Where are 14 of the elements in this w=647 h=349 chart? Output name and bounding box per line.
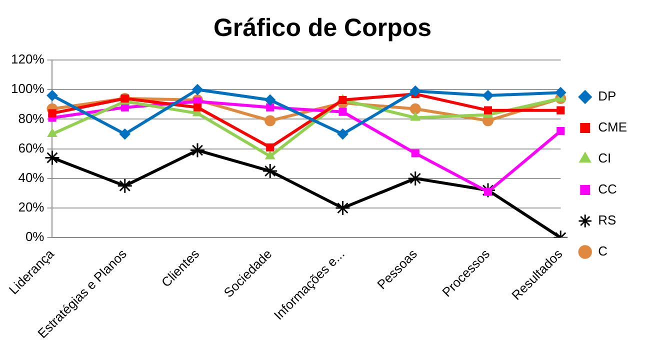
y-tick-label: 100% [11,81,45,96]
legend-label: C [598,244,608,259]
legend-label: RS [598,212,616,228]
chart-title: Gráfico de Corpos [213,14,432,42]
y-tick-label: 80% [18,110,45,126]
y-tick-label: 40% [18,170,45,186]
legend-label: CC [598,182,617,197]
y-tick-label: 60% [18,140,45,156]
legend-label: CI [598,150,612,166]
legend-label: CME [598,120,628,135]
y-tick-label: 120% [11,52,45,67]
legend-label: DP [598,88,616,104]
y-tick-label: 0% [25,229,45,244]
y-tick-label: 20% [18,200,45,215]
